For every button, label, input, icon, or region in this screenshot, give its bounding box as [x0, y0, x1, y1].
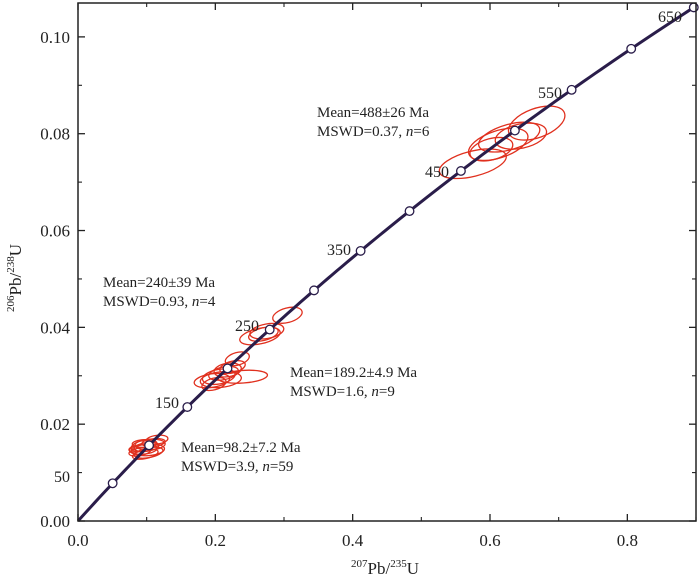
age-marker-200 [222, 363, 233, 374]
age-marker-550 [566, 84, 577, 95]
y-title-sup-206: 206 [5, 295, 17, 312]
age-marker-300 [309, 285, 319, 296]
x-title-sup-235: 235 [390, 558, 407, 570]
age-marker-350 [355, 245, 366, 256]
error-ellipse-g2-3 [272, 306, 303, 324]
y-tick-label-0.08: 0.08 [40, 125, 70, 144]
y-tick-label-0.00: 0.00 [40, 512, 70, 531]
error-ellipse-g3-1 [467, 127, 529, 162]
error-ellipse-g2-2 [248, 326, 279, 342]
concordia-curve [76, 6, 695, 523]
age-label-250: 250 [235, 318, 259, 335]
annotation-mean-98: Mean=98.2±7.2 Ma [181, 440, 301, 456]
n-italic-240: n [192, 294, 200, 310]
age-label-50: 50 [54, 469, 70, 486]
age-marker-600 [626, 43, 637, 54]
mswd-text-240: MSWD=0.93, [103, 294, 192, 310]
annotation-mswd-98: MSWD=3.9, n=59 [181, 459, 293, 475]
x-axis-title: 207Pb/235U [351, 558, 419, 578]
age-marker-400 [404, 206, 415, 217]
age-label-450: 450 [425, 164, 449, 181]
age-marker-250 [264, 324, 275, 335]
age-label-350: 350 [327, 242, 351, 259]
mswd-text-189: MSWD=1.6, [290, 384, 371, 400]
age-marker-layer [107, 2, 699, 489]
age-marker-500 [509, 125, 520, 136]
n-italic-98: n [262, 459, 270, 475]
age-label-650: 650 [658, 9, 682, 26]
error-ellipse-g3-3 [494, 122, 548, 150]
age-marker-50 [107, 478, 118, 489]
error-ellipse-g0-9 [145, 434, 169, 445]
mswd-text-98: MSWD=3.9, [181, 459, 262, 475]
mswd-text-488: MSWD=0.37, [317, 124, 406, 140]
y-title-pb: Pb/ [6, 273, 25, 296]
y-tick-label-0.04: 0.04 [40, 318, 70, 337]
y-title-sup-238: 238 [5, 256, 17, 273]
x-title-pb: Pb/ [368, 559, 391, 578]
y-axis-title-group: 206Pb/238U [5, 244, 25, 312]
age-label-150: 150 [155, 395, 179, 412]
x-tick-label-0.0: 0.0 [67, 531, 88, 550]
y-tick-label-0.10: 0.10 [40, 28, 70, 47]
x-title-sup-207: 207 [351, 558, 368, 570]
x-title-u: U [407, 559, 419, 578]
annotation-mswd-189: MSWD=1.6, n=9 [290, 384, 395, 400]
x-tick-label-0.8: 0.8 [617, 531, 638, 550]
age-label-550: 550 [538, 85, 562, 102]
y-tick-label-0.02: 0.02 [40, 415, 70, 434]
age-marker-650 [688, 2, 699, 13]
y-title-u: U [6, 244, 25, 256]
n-value-189: =9 [379, 384, 395, 400]
error-ellipse-g1-8 [224, 351, 250, 367]
error-ellipse-g1-1 [201, 368, 236, 386]
error-ellipse-g1-6 [199, 370, 242, 389]
n-italic-189: n [371, 384, 379, 400]
annotation-mean-488: Mean=488±26 Ma [317, 105, 429, 121]
y-tick-label-0.06: 0.06 [40, 222, 70, 241]
annotation-mean-240: Mean=240±39 Ma [103, 275, 215, 291]
x-tick-label-0.2: 0.2 [205, 531, 226, 550]
annotation-mswd-240: MSWD=0.93, n=4 [103, 294, 216, 310]
age-marker-150 [182, 402, 193, 412]
error-ellipse-g1-7 [219, 359, 246, 375]
plot-frame [77, 2, 697, 522]
annotation-mswd-488: MSWD=0.37, n=6 [317, 124, 430, 140]
age-marker-450 [455, 166, 466, 176]
error-ellipse-g1-4 [201, 376, 227, 392]
x-tick-label-0.6: 0.6 [479, 531, 500, 550]
error-ellipse-g3-5 [469, 136, 514, 162]
n-value-98: =59 [270, 459, 293, 475]
age-marker-100 [144, 440, 155, 451]
n-value-488: =6 [413, 124, 429, 140]
axes: 0.0 0.2 0.4 0.6 0.8 0.00 0.02 0.04 0.06 0.08 0.10 [40, 2, 697, 550]
y-axis-title: 206Pb/238U [5, 244, 25, 312]
annotation-mean-189: Mean=189.2±4.9 Ma [290, 365, 417, 381]
n-value-240: =4 [199, 294, 215, 310]
x-tick-label-0.4: 0.4 [342, 531, 364, 550]
n-italic-488: n [406, 124, 414, 140]
